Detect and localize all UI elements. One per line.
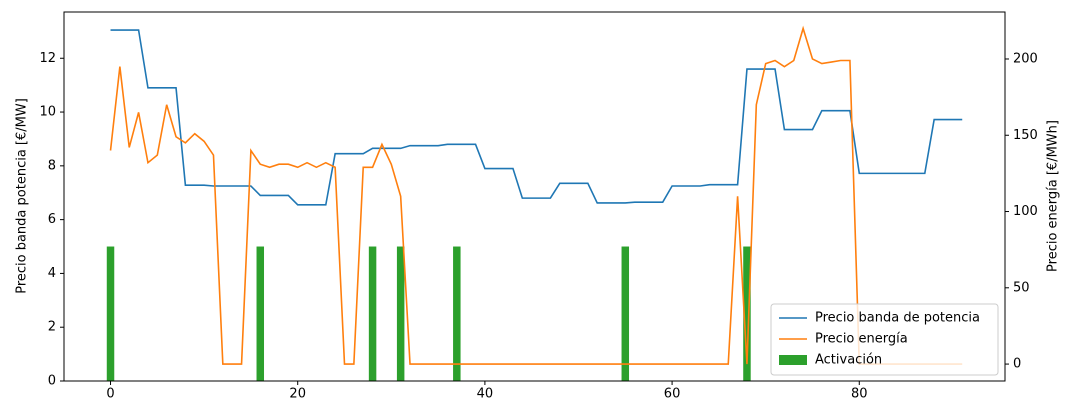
bar xyxy=(743,246,751,381)
line xyxy=(109,25,963,365)
legend-swatch xyxy=(779,355,807,365)
bar xyxy=(256,246,265,381)
plot-frame xyxy=(63,11,1006,382)
x-tick-label: 20 xyxy=(289,387,306,402)
y-tick-label: 2 xyxy=(48,320,56,335)
y2-tick-label: 150 xyxy=(1013,128,1038,143)
y-tick-label: 12 xyxy=(39,51,56,66)
bar xyxy=(396,246,405,381)
y2-tick-label: 0 xyxy=(1013,357,1021,372)
y2-axis-label: Precio energía [€/MWh] xyxy=(1046,120,1061,272)
y2-tick-label: 100 xyxy=(1013,204,1038,219)
x-tick-label: 0 xyxy=(106,387,114,402)
y-tick-label: 8 xyxy=(48,158,56,173)
legend-label: Activación xyxy=(815,353,882,368)
y2-tick-label: 50 xyxy=(1013,280,1030,295)
legend-box xyxy=(770,303,999,376)
legend-label: Precio banda de potencia xyxy=(815,311,980,326)
bar xyxy=(453,246,461,381)
x-tick-label: 80 xyxy=(851,387,868,402)
bar xyxy=(368,246,377,381)
y2-tick-label: 200 xyxy=(1013,51,1038,66)
y-tick-label: 0 xyxy=(48,374,56,389)
y-axis-label: Precio banda potencia [€/MW] xyxy=(15,98,30,294)
x-tick-label: 40 xyxy=(477,387,494,402)
line xyxy=(110,29,963,206)
y-tick-label: 4 xyxy=(48,266,56,281)
bar xyxy=(106,246,115,381)
y-tick-label: 6 xyxy=(48,212,56,227)
legend: Precio banda de potencia Precio energía Ac… xyxy=(770,303,999,376)
legend-label: Precio energía xyxy=(815,332,908,347)
x-tick-label: 60 xyxy=(664,387,681,402)
y-tick-label: 10 xyxy=(39,105,56,120)
bar xyxy=(621,246,630,381)
